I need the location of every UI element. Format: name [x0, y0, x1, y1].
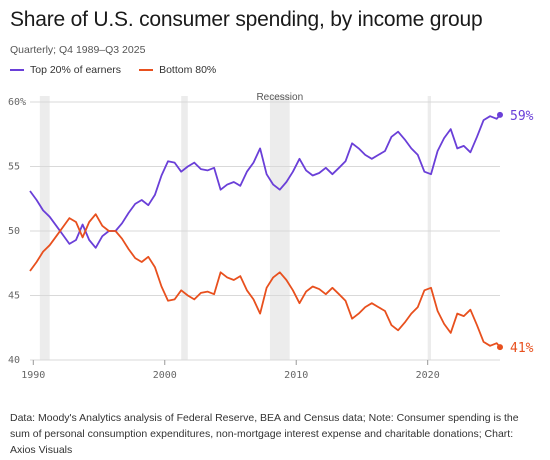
recession-band	[427, 96, 431, 360]
legend-item-bottom80: Bottom 80%	[139, 64, 216, 76]
legend: Top 20% of earners Bottom 80%	[10, 64, 216, 76]
y-tick-label: 50	[8, 226, 20, 237]
y-tick-label: 55	[8, 162, 20, 173]
y-tick-label: 45	[8, 291, 20, 302]
legend-item-top20: Top 20% of earners	[10, 64, 121, 76]
y-tick-label: 60%	[8, 97, 26, 108]
end-label-top20: 59%	[510, 109, 534, 124]
recession-band	[181, 96, 188, 360]
end-point-bottom80	[497, 344, 503, 351]
x-tick-label: 2020	[416, 370, 440, 381]
footnote: Data: Moody's Analytics analysis of Fede…	[10, 412, 519, 456]
x-tick-label: 2010	[284, 370, 308, 381]
x-tick-label: 1990	[21, 370, 45, 381]
legend-swatch-top20	[10, 69, 24, 71]
legend-swatch-bottom80	[139, 69, 154, 71]
recession-band	[39, 96, 50, 360]
legend-label-bottom80: Bottom 80%	[159, 64, 217, 76]
chart-subtitle: Quarterly; Q4 1989–Q3 2025	[10, 44, 146, 56]
recession-label: Recession	[256, 92, 303, 103]
end-label-bottom80: 41%	[510, 341, 534, 356]
x-tick-label: 2000	[153, 370, 177, 381]
chart-title: Share of U.S. consumer spending, by inco…	[10, 8, 483, 31]
legend-label-top20: Top 20% of earners	[30, 64, 122, 76]
recession-band	[269, 96, 290, 360]
end-point-top20	[497, 111, 503, 118]
series-line-bottom80	[29, 213, 501, 348]
y-tick-label: 40	[8, 355, 20, 366]
